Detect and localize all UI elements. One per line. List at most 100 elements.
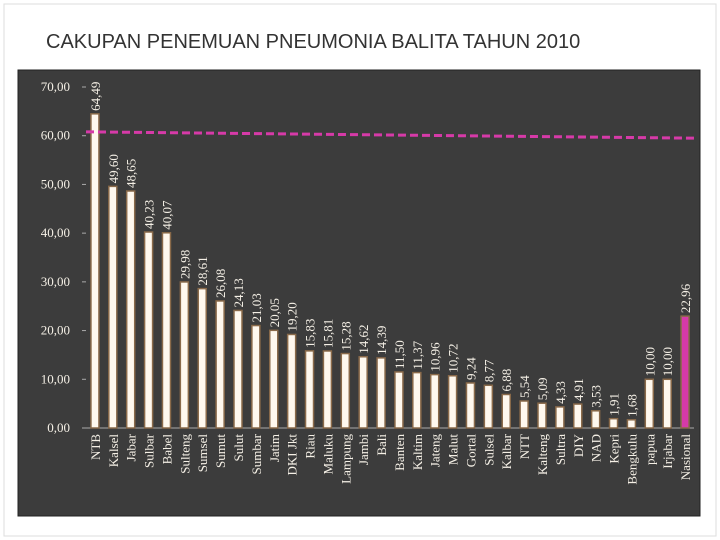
bar <box>179 281 190 429</box>
bar <box>555 406 565 429</box>
x-tick-label: Kaltim <box>410 434 425 470</box>
bar <box>340 352 351 429</box>
bar <box>483 384 494 429</box>
x-tick-label: Riau <box>303 434 318 459</box>
value-label: 8,77 <box>481 359 496 382</box>
x-tick-label: Jambi <box>356 434 371 465</box>
x-tick-label: Kepri <box>607 434 622 464</box>
value-label: 1,91 <box>607 393 622 416</box>
bar <box>573 403 583 429</box>
value-label: 26,08 <box>213 269 228 298</box>
y-tick-label: 30,00 <box>41 274 70 289</box>
value-label: 21,03 <box>249 293 264 322</box>
x-tick-label: Bali <box>374 434 389 456</box>
value-label: 40,23 <box>142 200 157 229</box>
bar <box>608 417 619 429</box>
value-label: 28,61 <box>195 256 210 285</box>
bar <box>644 378 655 429</box>
value-label: 40,07 <box>159 200 174 230</box>
value-label: 15,83 <box>303 319 318 348</box>
bar <box>125 190 136 429</box>
value-label: 49,60 <box>106 154 121 183</box>
x-tick-label: Sumsel <box>195 434 210 473</box>
x-tick-label: Sulsel <box>481 434 496 466</box>
value-label: 9,24 <box>463 357 478 380</box>
value-label: 10,00 <box>642 347 657 376</box>
bar <box>269 329 279 429</box>
x-tick-label: NAD <box>589 434 604 462</box>
y-tick-label: 70,00 <box>41 79 70 94</box>
value-label: 22,96 <box>678 283 693 313</box>
bar <box>90 113 100 429</box>
value-label: 10,96 <box>428 342 443 372</box>
x-tick-label: papua <box>642 434 657 465</box>
x-tick-label: Kalteng <box>535 434 550 476</box>
value-label: 10,72 <box>446 344 461 373</box>
bar <box>108 185 118 429</box>
value-label: 29,98 <box>177 250 192 279</box>
bar <box>376 357 386 429</box>
x-tick-label: Maluku <box>320 434 335 475</box>
value-label: 1,68 <box>624 394 639 417</box>
y-tick-label: 60,00 <box>41 128 70 143</box>
bar <box>626 419 637 429</box>
bar <box>251 324 261 429</box>
y-tick-label: 50,00 <box>41 176 70 191</box>
x-tick-label: DIY <box>571 433 586 457</box>
bar <box>215 300 225 429</box>
x-tick-label: Jabar <box>124 433 139 461</box>
bar <box>197 287 207 429</box>
x-tick-label: Jateng <box>428 434 443 468</box>
value-label: 5,54 <box>517 375 532 398</box>
x-tick-label: Gortal <box>463 434 478 468</box>
value-label: 19,20 <box>285 302 300 331</box>
x-tick-label: Sulbar <box>142 433 157 468</box>
bar <box>501 393 511 429</box>
bar <box>161 232 172 429</box>
value-label: 14,39 <box>374 326 389 355</box>
value-label: 10,00 <box>660 347 675 376</box>
value-label: 48,65 <box>124 159 139 188</box>
value-label: 20,05 <box>267 298 282 327</box>
bar <box>286 333 297 429</box>
x-tick-label: Jatim <box>267 434 282 462</box>
y-tick-label: 40,00 <box>41 225 70 240</box>
bar <box>429 373 440 429</box>
x-tick-label: Sultra <box>553 434 568 465</box>
x-tick-label: Sulut <box>231 434 246 462</box>
value-label: 6,88 <box>499 369 514 392</box>
bar <box>358 356 368 429</box>
x-tick-label: DKI Jkt <box>285 434 300 476</box>
x-tick-label: Malut <box>446 434 461 465</box>
x-tick-label: NTT <box>517 434 532 459</box>
bar <box>322 350 333 429</box>
bar <box>412 371 422 429</box>
value-label: 4,33 <box>553 381 568 404</box>
x-tick-label: Banten <box>392 434 407 471</box>
bar <box>680 315 690 429</box>
value-label: 3,53 <box>589 385 604 408</box>
x-tick-label: Sumut <box>213 434 228 468</box>
bar <box>590 410 601 429</box>
bar <box>662 378 672 429</box>
bar <box>537 402 547 429</box>
bar <box>233 309 243 429</box>
x-tick-label: Bengkulu <box>624 434 639 485</box>
bar <box>447 375 458 429</box>
x-tick-label: Irjabar <box>660 433 675 468</box>
x-tick-label: Sulteng <box>177 434 192 474</box>
x-tick-label: NTB <box>88 434 103 460</box>
x-tick-label: Kalbar <box>499 433 514 469</box>
value-label: 24,13 <box>231 278 246 307</box>
x-tick-label: Kalsel <box>106 434 121 468</box>
y-tick-label: 20,00 <box>41 323 70 338</box>
value-label: 4,91 <box>571 378 586 401</box>
value-label: 64,49 <box>88 82 103 111</box>
y-tick-label: 10,00 <box>41 371 70 386</box>
reference-line <box>85 130 695 140</box>
bar <box>465 382 476 429</box>
x-tick-label: Babel <box>159 434 174 465</box>
value-label: 15,81 <box>320 319 335 348</box>
slide-title: CAKUPAN PENEMUAN PNEUMONIA BALITA TAHUN … <box>46 31 580 53</box>
